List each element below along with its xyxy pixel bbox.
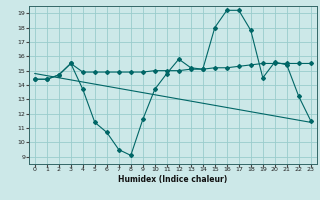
X-axis label: Humidex (Indice chaleur): Humidex (Indice chaleur) (118, 175, 228, 184)
